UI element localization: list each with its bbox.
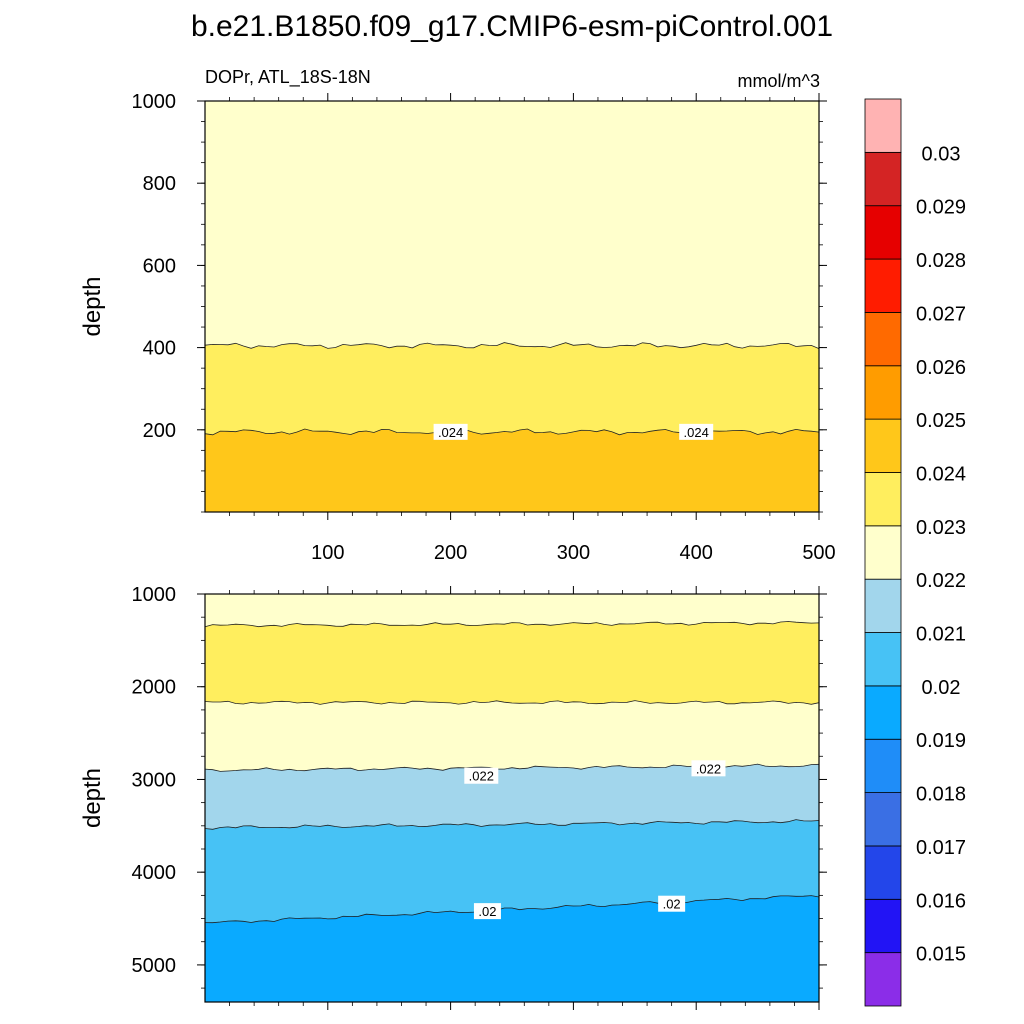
- colorbar-box: [864, 205, 902, 260]
- colorbar-box: [864, 312, 902, 367]
- contour-label-box: [658, 895, 686, 912]
- colorbar-label: 0.029: [916, 197, 966, 219]
- colorbar-label: 0.019: [916, 730, 966, 752]
- contour-line: [204, 700, 820, 705]
- colorbar-box: [864, 151, 902, 207]
- colorbar-box: [864, 258, 902, 313]
- variable-label: DOPr, ATL_18S-18N: [205, 67, 371, 88]
- contour-line: [204, 428, 820, 436]
- contour-band: [204, 428, 820, 513]
- colorbar: 0.015 0.016 0.017 0.018 0.019 0.02 0.021 0.022 0…: [864, 98, 966, 1007]
- y-tick-label: 5000: [132, 955, 177, 977]
- y-axis-label: depth: [79, 276, 106, 336]
- contour-label: .02: [478, 904, 496, 919]
- colorbar-label: 0.017: [916, 837, 966, 859]
- colorbar-label: 0.015: [916, 944, 966, 966]
- contour-label: .02: [663, 897, 681, 912]
- contour-label-box: [473, 903, 501, 920]
- contour-label-box: [464, 767, 499, 784]
- chart-title: b.e21.B1850.f09_g17.CMIP6-esm-piControl.…: [191, 10, 833, 43]
- colorbar-label: 0.016: [916, 890, 966, 912]
- colorbar-box: [864, 365, 902, 420]
- colorbar-box: [864, 472, 902, 527]
- colorbar-box: [864, 952, 902, 1007]
- y-tick-label: 800: [143, 173, 176, 195]
- colorbar-label: 0.02: [922, 677, 961, 699]
- contour-band: [204, 763, 820, 830]
- contour-label: .024: [684, 425, 709, 440]
- y-tick-label: 600: [143, 255, 176, 277]
- y-tick-label: 1000: [132, 91, 177, 113]
- lower-panel: .022 .022 .02 .02 1000 2000 3000 4000 5000 depth: [79, 584, 827, 1010]
- contour-label-box: [433, 423, 468, 440]
- colorbar-label: 0.025: [916, 410, 966, 432]
- contour-line: [204, 621, 820, 628]
- colorbar-box: [864, 578, 902, 633]
- colorbar-label: 0.026: [916, 357, 966, 379]
- plot-frame: [204, 593, 820, 1003]
- contour-label: .022: [469, 769, 494, 784]
- contour-line: [204, 895, 820, 924]
- upper-panel: .024 .024 200 400 600 800 1000 100 200 300 400 500 d…: [79, 91, 836, 564]
- colorbar-label: 0.022: [916, 570, 966, 592]
- contour-line: [204, 819, 820, 830]
- contour-label-box: [679, 423, 714, 440]
- contour-label: .024: [438, 425, 463, 440]
- x-tick-label: 300: [557, 542, 590, 564]
- y-tick-label: 1000: [132, 584, 177, 606]
- contour-label-box: [691, 760, 726, 777]
- colorbar-label: 0.023: [916, 517, 966, 539]
- colorbar-box: [864, 738, 902, 793]
- y-tick-label: 4000: [132, 862, 177, 884]
- colorbar-box: [864, 632, 902, 687]
- x-tick-label: 200: [434, 542, 467, 564]
- contour-band: [204, 342, 820, 436]
- colorbar-box: [864, 845, 902, 900]
- colorbar-label: 0.027: [916, 303, 966, 325]
- y-tick-label: 400: [143, 338, 176, 360]
- colorbar-box: [864, 898, 902, 954]
- contour-line: [204, 342, 820, 349]
- x-tick-label: 400: [680, 542, 713, 564]
- y-tick-label: 3000: [132, 769, 177, 791]
- colorbar-box: [864, 792, 902, 847]
- colorbar-box: [864, 685, 902, 740]
- contour-band: [204, 100, 820, 350]
- colorbar-label: 0.018: [916, 784, 966, 806]
- y-axis-label: depth: [79, 768, 106, 828]
- x-tick-label: 100: [311, 542, 344, 564]
- y-tick-label: 2000: [132, 677, 177, 699]
- units-label: mmol/m^3: [738, 71, 820, 91]
- colorbar-label: 0.021: [916, 624, 966, 646]
- contour-band: [204, 593, 820, 628]
- y-tick-label: 200: [143, 420, 176, 442]
- contour-band: [204, 700, 820, 772]
- colorbar-label: 0.024: [916, 463, 966, 485]
- contour-label: .022: [696, 761, 721, 776]
- colorbar-box: [864, 98, 902, 153]
- contour-band: [204, 621, 820, 705]
- x-tick-label: 500: [802, 542, 835, 564]
- colorbar-label: 0.028: [916, 250, 966, 272]
- colorbar-box: [864, 418, 902, 473]
- colorbar-box: [864, 525, 902, 580]
- colorbar-label: 0.03: [922, 143, 961, 165]
